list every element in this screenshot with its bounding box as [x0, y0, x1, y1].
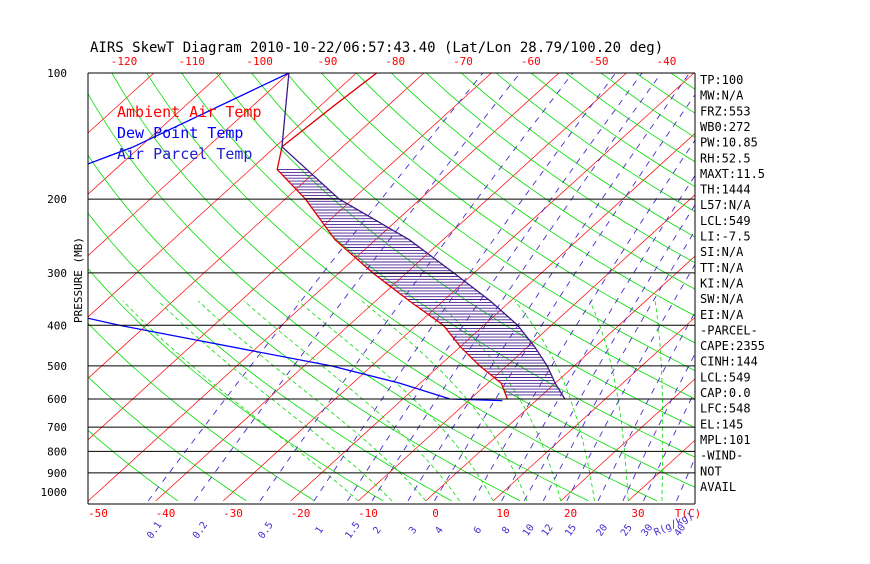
side-panel-item: WB0:272: [700, 120, 751, 134]
dry-adiabat-line: [461, 73, 870, 501]
side-panel-item: -WIND-: [700, 449, 743, 463]
legend: Ambient Air Temp Dew Point Temp Air Parcel…: [117, 103, 262, 163]
side-panel-item: TT:N/A: [700, 261, 744, 275]
mixing-ratio-tick-label: 0.1: [145, 520, 164, 541]
mixing-ratio-tick-label: 15: [563, 522, 579, 538]
mixing-ratio-tick-label: 25: [619, 522, 635, 538]
mixing-ratio-line: [435, 73, 711, 501]
chart-title: AIRS SkewT Diagram 2010-10-22/06:57:43.4…: [90, 40, 663, 56]
side-panel-item: MW:N/A: [700, 89, 744, 103]
side-panel-item: EI:N/A: [700, 308, 744, 322]
bottom-temp-tick-label: -10: [358, 507, 378, 520]
top-temp-tick-label: -100: [246, 55, 273, 68]
bottom-temp-tick-label: 10: [496, 507, 509, 520]
side-panel-item: FRZ:553: [700, 104, 751, 118]
legend-entry: Air Parcel Temp: [117, 145, 252, 163]
mixing-ratio-tick-label: 20: [594, 522, 610, 538]
bottom-temp-tick-label: -50: [88, 507, 108, 520]
mixing-ratio-tick-label: 6: [472, 525, 484, 536]
mixing-ratio-line: [408, 73, 690, 501]
side-panel-item: MPL:101: [700, 433, 751, 447]
side-panel-item: SW:N/A: [700, 292, 744, 306]
side-panel-item: MAXT:11.5: [700, 167, 765, 181]
bottom-temp-tick-label: 20: [564, 507, 577, 520]
top-temp-tick-label: -110: [179, 55, 206, 68]
mixing-ratio-tick-label: 1.5: [343, 520, 362, 541]
dry-adiabat-line: [391, 73, 870, 501]
y-axis-label: PRESSURE (MB): [72, 237, 85, 323]
isotherm-line: [763, 64, 870, 501]
mixing-ratio-tick-label: 0.5: [256, 520, 275, 541]
series-line-dew-point-temp: [0, 73, 502, 401]
bottom-temp-tick-label: 30: [631, 507, 644, 520]
top-temp-tick-label: -80: [385, 55, 405, 68]
series-line-air-parcel-temp: [282, 73, 565, 399]
top-temp-tick-label: -120: [111, 55, 138, 68]
moist-adiabat-line: [244, 301, 459, 501]
dry-adiabat-line: [252, 73, 870, 501]
pressure-tick-label: 800: [47, 445, 67, 458]
side-panel-item: CAP:0.0: [700, 386, 751, 400]
mixing-ratio-tick-label: 2: [371, 525, 383, 536]
side-panel-item: RH:52.5: [700, 151, 751, 165]
isotherm-line: [0, 64, 29, 501]
mixing-ratio-line: [314, 73, 616, 501]
side-panel-item: NOT: [700, 464, 722, 478]
side-panel-item: PW:10.85: [700, 136, 758, 150]
pressure-tick-label: 900: [47, 467, 67, 480]
legend-entry: Dew Point Temp: [117, 124, 243, 142]
side-panel-item: CINH:144: [700, 355, 758, 369]
side-panel-item: EL:145: [700, 417, 743, 431]
side-panel-item: TH:1444: [700, 183, 751, 197]
dry-adiabat-line: [496, 73, 870, 501]
side-panel-item: L57:N/A: [700, 198, 751, 212]
legend-entry: Ambient Air Temp: [117, 103, 262, 121]
bottom-temp-tick-label: 0: [432, 507, 439, 520]
bottom-temp-tick-label: -30: [223, 507, 243, 520]
top-temp-tick-label: -90: [317, 55, 337, 68]
moist-adiabat-line: [123, 301, 358, 501]
dry-adiabat-line: [321, 73, 870, 501]
side-panel-item: SI:N/A: [700, 245, 744, 259]
pressure-tick-label: 700: [47, 421, 67, 434]
top-temp-tick-label: -70: [453, 55, 473, 68]
moist-adiabat-line: [590, 301, 628, 501]
top-temp-tick-label: -50: [589, 55, 609, 68]
pressure-tick-label: 300: [47, 267, 67, 280]
side-panel-item: LFC:548: [700, 402, 751, 416]
top-temp-tick-label: -60: [521, 55, 541, 68]
mixing-ratio-tick-label: 8: [500, 525, 512, 536]
side-panel-item: -PARCEL-: [700, 323, 758, 337]
isotherm-line: [426, 64, 870, 501]
pressure-tick-label: 600: [47, 393, 67, 406]
mixing-ratio-tick-label: 10: [521, 522, 537, 538]
side-panel-item: TP:100: [700, 73, 743, 87]
dry-adiabat-line: [426, 73, 870, 501]
mixing-ratio-line: [567, 73, 812, 501]
dry-adiabat-line: [356, 73, 870, 501]
pressure-tick-label: 100: [47, 67, 67, 80]
bottom-temp-tick-label: -20: [291, 507, 311, 520]
side-panel-item: CAPE:2355: [700, 339, 765, 353]
side-panel-item: LCL:549: [700, 214, 751, 228]
pressure-tick-label: 200: [47, 193, 67, 206]
mixing-ratio-tick-label: 0.2: [191, 520, 210, 541]
top-temp-tick-label: -40: [656, 55, 676, 68]
pressure-tick-label: 400: [47, 319, 67, 332]
dry-adiabat-line: [217, 73, 863, 501]
side-panel-item: AVAIL: [700, 480, 736, 494]
pressure-tick-label: 500: [47, 360, 67, 373]
side-panel-item: LCL:549: [700, 370, 751, 384]
mixing-ratio-tick-label: 4: [433, 525, 445, 536]
mixing-ratio-tick-label: 3: [407, 525, 419, 536]
bottom-temp-tick-label: -40: [156, 507, 176, 520]
side-panel-item: KI:N/A: [700, 276, 744, 290]
side-panel-item: LI:-7.5: [700, 230, 751, 244]
mixing-ratio-tick-label: 12: [540, 522, 556, 538]
mixing-ratio-tick-label: 1: [314, 525, 326, 536]
pressure-tick-label: 1000: [41, 486, 68, 499]
